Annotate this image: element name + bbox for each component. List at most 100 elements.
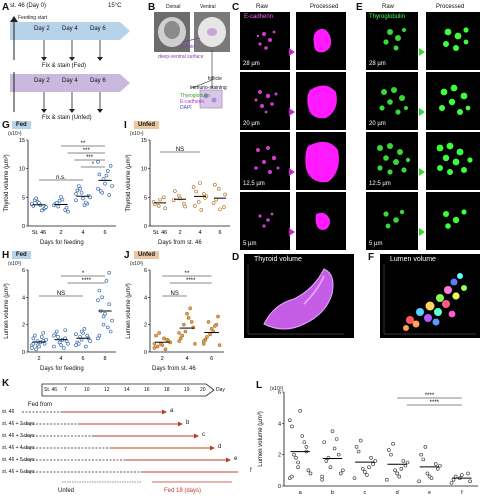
e-raw-2: 20 µm	[366, 72, 418, 130]
y-tick-label: 6	[144, 268, 147, 274]
x-tick-label: St. 46	[32, 230, 46, 236]
ns-label: NS	[170, 291, 178, 297]
k-row-letter: d	[218, 444, 222, 450]
c-depth-4: 5 µm	[243, 241, 257, 247]
y-tick-label: 6	[22, 268, 25, 274]
data-point	[106, 325, 110, 330]
y-axis-label: Lumen volume (µm³)	[4, 283, 10, 338]
data-point	[322, 440, 327, 444]
x-tick-label: f	[461, 490, 463, 496]
data-point	[320, 474, 324, 479]
panel-label-b: B	[148, 2, 156, 13]
e-stain-label: Thyroglobulin	[369, 14, 406, 20]
data-point	[209, 326, 214, 331]
panel-label-i: I	[124, 120, 127, 131]
data-point	[449, 481, 454, 485]
data-point	[32, 333, 37, 338]
c-proc-4	[296, 192, 346, 250]
data-point	[108, 329, 113, 334]
data-point	[88, 339, 92, 343]
data-point	[76, 184, 81, 188]
panel-label-a: A	[2, 2, 10, 13]
data-point	[223, 192, 227, 197]
ns-label: NS	[57, 291, 65, 297]
panel-j-xlabel: Days from st. 46	[152, 366, 196, 372]
c-stain-label: E-cadherin	[244, 14, 274, 20]
data-point	[96, 186, 100, 191]
data-point	[423, 445, 428, 449]
k-tick-5: 16	[144, 387, 150, 393]
c-proc-3	[296, 132, 346, 190]
k-row-letter: b	[186, 420, 190, 426]
y-tick-label: 5	[22, 195, 25, 201]
data-point	[74, 192, 78, 196]
k-fed18-label: Fed 18 (days)	[164, 488, 202, 494]
data-point	[216, 186, 221, 191]
k-fed-from: Fed from	[28, 402, 53, 408]
unfed-day-6: Day 6	[90, 78, 106, 84]
feeding-start-label: Feeding start	[18, 15, 48, 21]
data-point	[42, 342, 47, 346]
data-point	[466, 471, 470, 476]
data-point	[419, 452, 424, 457]
c-proc-2	[296, 72, 346, 130]
data-point	[101, 322, 106, 327]
c-depth-3: 12.5 µm	[243, 181, 265, 187]
y-tick-label: 2	[278, 453, 281, 459]
data-point	[75, 188, 80, 193]
data-point	[201, 339, 206, 343]
x-tick-label: 2	[37, 356, 40, 362]
data-point	[157, 331, 161, 335]
data-point	[453, 474, 458, 479]
y-tick-label: 0	[144, 224, 147, 230]
y-tick-label: 10	[141, 167, 147, 173]
sig-label: ***	[86, 155, 94, 161]
data-point	[438, 463, 442, 468]
x-tick-label: c	[363, 490, 366, 496]
data-point	[186, 316, 191, 320]
x-tick-label: 6	[81, 356, 84, 362]
data-point	[104, 173, 109, 178]
tadpole-illustration	[154, 12, 230, 109]
panel-h-exp: (x10³)	[8, 261, 22, 267]
k-tick-1: 7	[64, 387, 67, 393]
data-point	[363, 470, 367, 474]
data-point	[367, 465, 371, 469]
k-row-label: st. 46 + 2 days	[2, 421, 35, 427]
k-row-label: st. 46 + 5 days	[2, 457, 35, 463]
panel-i-ribbon: Unfed	[134, 121, 159, 129]
x-tick-label: 2	[59, 230, 62, 236]
data-point	[78, 186, 82, 191]
k-tick-0: St. 46	[44, 387, 58, 393]
data-point	[360, 466, 365, 471]
k-row-label: st. 46	[2, 409, 15, 415]
k-tick-7: 19	[184, 387, 190, 393]
unfed-day-4: Day 4	[62, 78, 78, 84]
data-point	[156, 204, 161, 208]
k-row-label: st. 46 + 4 days	[2, 445, 35, 451]
data-point	[198, 181, 202, 185]
chart-i: Thyroid volume (µm³) 0 5 10 15 St. 46 2 4 6 NS	[126, 138, 230, 236]
data-point	[52, 333, 56, 338]
sig-label: **	[185, 271, 190, 277]
panel-h-xlabel: Days for feeding	[40, 366, 84, 372]
e-raw-1: Thyroglobulin 28 µm	[366, 12, 418, 70]
chart-h: Lumen volume (µm³) 0 2 4 6 2 4 6 8 ***** NS	[4, 268, 116, 362]
data-point	[338, 471, 343, 476]
data-point	[163, 206, 167, 211]
data-point	[468, 479, 472, 484]
panel-c-raw-header: Raw	[256, 4, 269, 10]
x-tick-label: St. 46	[153, 230, 167, 236]
e-arrows	[419, 48, 425, 236]
x-tick-label: e	[428, 490, 431, 496]
fed-day-4: Day 4	[62, 26, 78, 32]
data-point	[288, 418, 292, 423]
panel-k-schedule	[22, 383, 238, 483]
data-point	[202, 192, 206, 196]
y-tick-label: 0	[22, 224, 25, 230]
data-point	[82, 203, 87, 208]
data-point	[433, 462, 438, 466]
k-tick-6: 18	[164, 387, 170, 393]
data-point	[421, 457, 426, 462]
y-tick-label: 10	[19, 167, 25, 173]
